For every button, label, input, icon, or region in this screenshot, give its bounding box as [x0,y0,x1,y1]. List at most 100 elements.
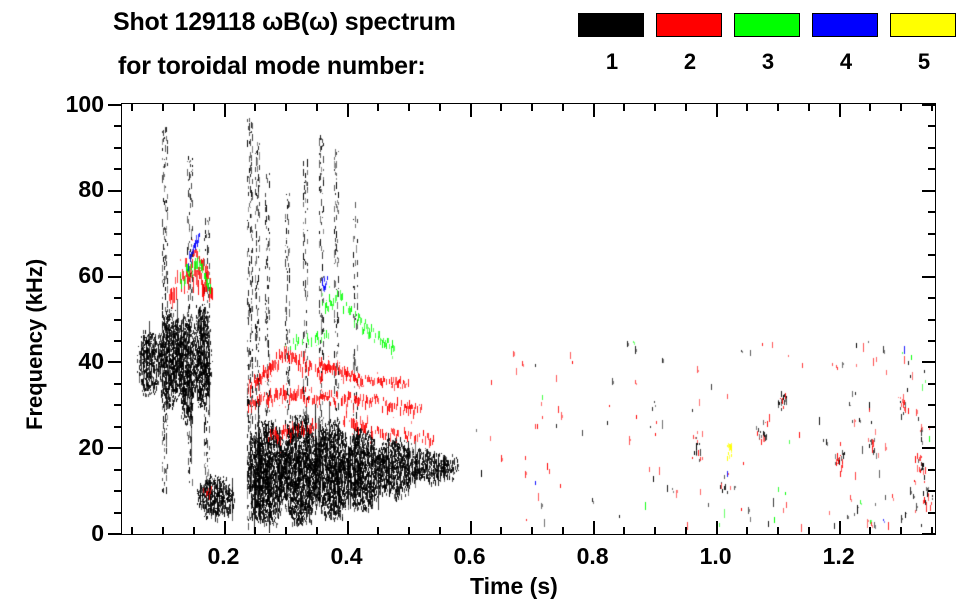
x-tick-label-4: 1.0 [699,543,732,569]
x-tick-top-1 [346,104,349,117]
y-tick-major-4 [108,189,121,192]
y-tick-label-3: 60 [78,262,104,289]
y-tick-label-1: 20 [78,433,104,460]
plot-area [121,103,936,535]
legend-entry-3: 3 [734,0,802,73]
y-tick-label-2: 40 [78,347,104,374]
x-tick-label-2: 0.6 [453,543,486,569]
legend-label-4: 4 [839,49,853,74]
legend-entry-2: 2 [656,0,724,73]
y-tick-minor [114,404,121,407]
x-tick-minor [408,527,411,534]
x-tick-top-4 [715,104,718,117]
y-tick-minor [114,318,121,321]
title-line-1: Shot 129118 ωB(ω) spectrum [113,8,456,36]
x-tick-major-5 [838,521,841,534]
y-tick-minor [114,339,121,342]
x-tick-major-2 [469,521,472,534]
x-tick-minor [807,527,810,534]
x-tick-minor [161,527,164,534]
y-tick-minor-right [928,297,935,300]
y-tick-minor [114,125,121,128]
x-tick-minor [623,527,626,534]
legend-label-2: 2 [683,49,697,74]
y-tick-minor [114,490,121,493]
y-tick-right-3 [922,275,935,278]
x-tick-minor [684,527,687,534]
figure-title: Shot 129118 ωB(ω) spectrum for toroidal … [0,0,963,95]
x-tick-top-5 [838,104,841,117]
x-tick-minor-top [684,104,687,111]
y-tick-minor [114,211,121,214]
y-tick-right-4 [922,189,935,192]
x-tick-minor [500,527,503,534]
y-tick-minor-right [928,232,935,235]
x-tick-minor [131,527,134,534]
x-tick-label-5: 1.2 [822,543,855,569]
y-tick-minor-right [928,425,935,428]
y-tick-minor [114,168,121,171]
y-tick-right-5 [922,104,935,106]
x-axis-title: Time (s) [470,573,558,599]
y-axis-title: Frequency (kHz) [22,258,47,430]
y-tick-major-3 [108,275,121,278]
x-tick-minor [777,527,780,534]
legend-swatch-4 [812,13,878,37]
y-tick-minor [114,511,121,514]
x-tick-minor [531,527,534,534]
x-tick-minor-top [500,104,503,111]
x-tick-minor [315,527,318,534]
legend-entry-4: 4 [812,0,880,73]
x-tick-minor-top [623,104,626,111]
y-tick-minor-right [928,511,935,514]
x-tick-minor [746,527,749,534]
y-tick-right-2 [922,361,935,364]
x-tick-major-4 [715,521,718,534]
y-tick-minor-right [928,254,935,257]
y-tick-minor-right [928,211,935,214]
y-tick-label-5: 100 [65,90,104,117]
y-tick-minor-right [928,404,935,407]
x-tick-minor-top [131,104,134,111]
y-tick-minor [114,468,121,471]
y-tick-minor [114,232,121,235]
x-tick-minor [254,527,257,534]
legend-swatch-5 [890,13,956,37]
legend-label-5: 5 [917,49,931,74]
y-tick-right-0 [922,533,935,535]
y-tick-minor-right [928,168,935,171]
x-tick-minor [930,527,933,534]
y-tick-right-1 [922,447,935,450]
y-tick-major-2 [108,361,121,364]
x-tick-minor-top [561,104,564,111]
x-tick-major-0 [223,521,226,534]
legend-swatch-3 [734,13,800,37]
x-tick-minor [377,527,380,534]
y-tick-major-1 [108,447,121,450]
y-tick-minor-right [928,125,935,128]
legend-label-3: 3 [761,49,775,74]
x-tick-top-2 [469,104,472,117]
legend-swatch-1 [578,13,644,37]
x-tick-top-0 [223,104,226,117]
x-tick-minor-top [531,104,534,111]
legend-swatch-2 [656,13,722,37]
y-tick-minor [114,146,121,149]
x-tick-minor [654,527,657,534]
legend-entry-1: 1 [578,0,646,73]
x-tick-label-0: 0.2 [207,543,240,569]
y-tick-minor [114,425,121,428]
x-tick-minor [869,527,872,534]
x-tick-top-3 [592,104,595,117]
x-tick-minor-top [746,104,749,111]
x-tick-label-1: 0.4 [330,543,363,569]
x-tick-minor-top [654,104,657,111]
y-tick-minor-right [928,468,935,471]
x-tick-minor [192,527,195,534]
y-tick-minor-right [928,382,935,385]
x-tick-minor-top [192,104,195,111]
y-tick-minor-right [928,339,935,342]
x-tick-minor [285,527,287,534]
x-tick-minor-top [869,104,872,111]
